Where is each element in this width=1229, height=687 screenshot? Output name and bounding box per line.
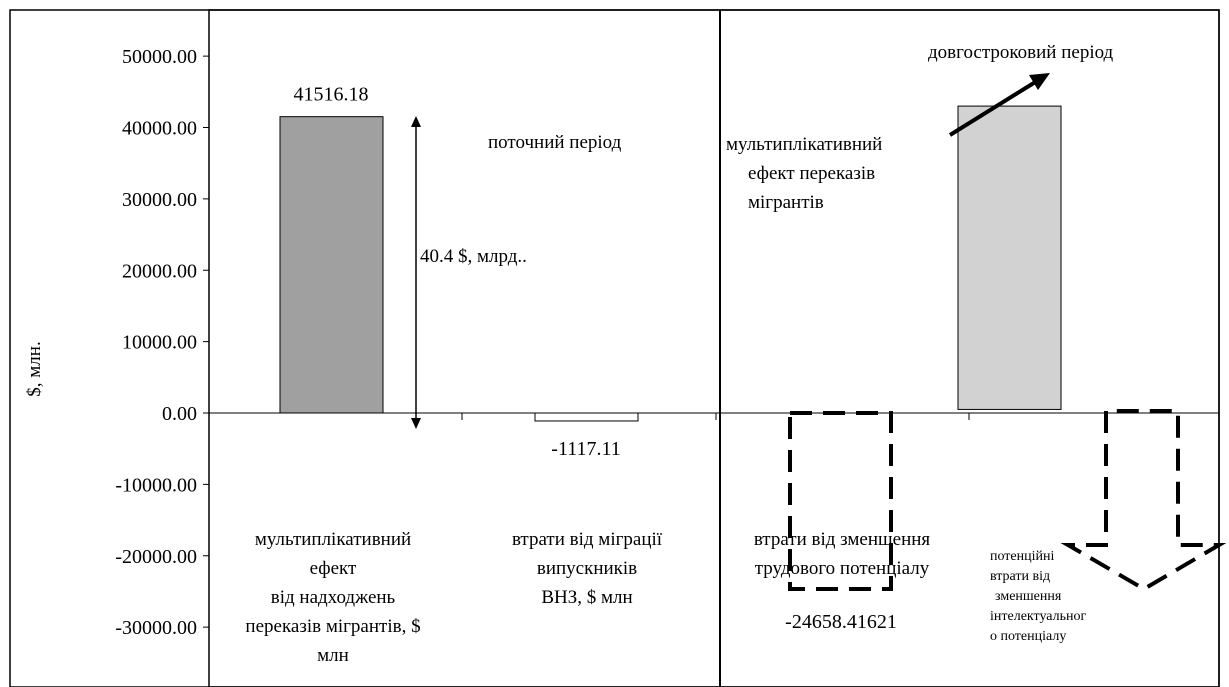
bar-labor-loss bbox=[788, 411, 893, 591]
y-tick-label: -20000.00 bbox=[115, 546, 197, 568]
x-ticks bbox=[208, 413, 1220, 420]
value-label-bar-1: 41516.18 bbox=[294, 84, 369, 106]
multiplier-annotation: мультиплікативний ефект переказів мігранті… bbox=[726, 134, 882, 213]
y-ticks: 50000.00 40000.00 30000.00 20000.00 10000.00… bbox=[115, 46, 209, 639]
y-tick-label: 50000.00 bbox=[122, 46, 197, 68]
y-tick-label: 10000.00 bbox=[122, 332, 197, 354]
difference-arrow bbox=[411, 116, 421, 429]
y-tick-label: -30000.00 bbox=[115, 617, 197, 639]
y-axis-label: $, млн. bbox=[24, 341, 45, 396]
y-tick-label: 30000.00 bbox=[122, 189, 197, 211]
y-tick-label: 20000.00 bbox=[122, 260, 197, 282]
bar-long-term-multiplier bbox=[957, 105, 1062, 410]
y-tick-label: 40000.00 bbox=[122, 118, 197, 140]
category-label-3: втрати від зменшення трудового потенціалу bbox=[754, 529, 931, 579]
long-term-arrow bbox=[948, 73, 1050, 137]
potential-loss-arrow bbox=[1060, 409, 1227, 592]
plot-area bbox=[208, 9, 1220, 687]
y-tick-label: 0.00 bbox=[162, 403, 197, 425]
value-label-bar-2: -1117.11 bbox=[551, 438, 620, 460]
current-period-annotation: поточний період bbox=[488, 132, 622, 153]
y-tick-label: -10000.00 bbox=[115, 474, 197, 496]
category-label-2: втрати від міграції випускників ВНЗ, $ млн bbox=[512, 529, 663, 608]
difference-annotation: 40.4 $, млрд.. bbox=[420, 246, 527, 267]
bar-multiplier-effect bbox=[279, 116, 384, 414]
long-term-period-annotation: довгостроковий період bbox=[928, 42, 1114, 63]
potential-loss-annotation: потенційні втрати від зменшення інтелектуал… bbox=[990, 549, 1086, 644]
value-label-bar-3: -24658.41621 bbox=[785, 611, 897, 633]
bar-graduate-loss bbox=[534, 412, 639, 422]
category-label-1: мультиплікативний ефект від надходжень пере… bbox=[245, 529, 420, 666]
